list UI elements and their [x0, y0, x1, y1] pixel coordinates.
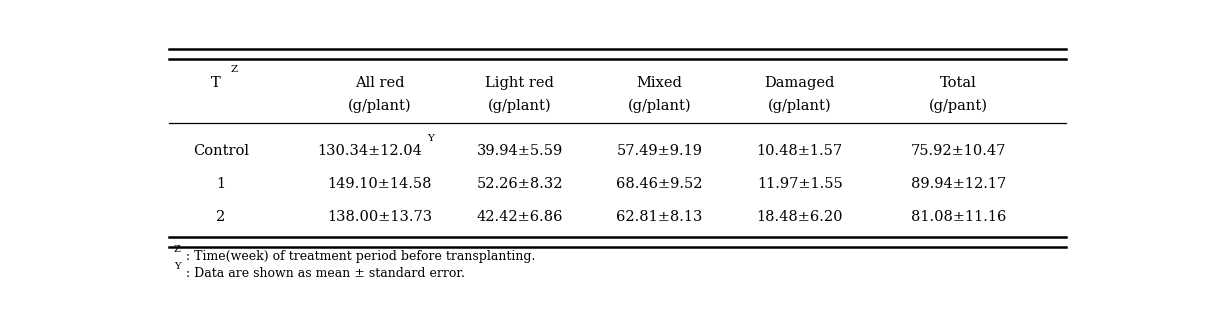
Text: Damaged: Damaged — [764, 76, 835, 90]
Text: Z: Z — [174, 245, 181, 254]
Text: (g/plant): (g/plant) — [768, 99, 831, 113]
Text: 52.26±8.32: 52.26±8.32 — [476, 177, 563, 191]
Text: Total: Total — [940, 76, 977, 90]
Text: Light red: Light red — [486, 76, 554, 90]
Text: 57.49±9.19: 57.49±9.19 — [617, 143, 703, 157]
Text: 89.94±12.17: 89.94±12.17 — [911, 177, 1006, 191]
Text: 18.48±6.20: 18.48±6.20 — [757, 210, 844, 224]
Text: 138.00±13.73: 138.00±13.73 — [327, 210, 431, 224]
Text: 2: 2 — [216, 210, 225, 224]
Text: 75.92±10.47: 75.92±10.47 — [911, 143, 1006, 157]
Text: T: T — [211, 76, 221, 90]
Text: 11.97±1.55: 11.97±1.55 — [757, 177, 842, 191]
Text: 39.94±5.59: 39.94±5.59 — [476, 143, 563, 157]
Text: All red: All red — [354, 76, 404, 90]
Text: 10.48±1.57: 10.48±1.57 — [757, 143, 842, 157]
Text: 42.42±6.86: 42.42±6.86 — [476, 210, 563, 224]
Text: Y: Y — [174, 262, 181, 271]
Text: 62.81±8.13: 62.81±8.13 — [617, 210, 703, 224]
Text: 68.46±9.52: 68.46±9.52 — [616, 177, 703, 191]
Text: 1: 1 — [216, 177, 225, 191]
Text: 81.08±11.16: 81.08±11.16 — [911, 210, 1006, 224]
Text: (g/plant): (g/plant) — [628, 99, 692, 113]
Text: Control: Control — [193, 143, 248, 157]
Text: (g/plant): (g/plant) — [347, 99, 411, 113]
Text: : Time(week) of treatment period before transplanting.: : Time(week) of treatment period before … — [186, 250, 535, 263]
Text: (g/pant): (g/pant) — [929, 99, 988, 113]
Text: 130.34±12.04: 130.34±12.04 — [318, 143, 423, 157]
Text: Y: Y — [428, 134, 434, 143]
Text: (g/plant): (g/plant) — [488, 99, 552, 113]
Text: 149.10±14.58: 149.10±14.58 — [328, 177, 431, 191]
Text: : Data are shown as mean ± standard error.: : Data are shown as mean ± standard erro… — [186, 267, 465, 280]
Text: Mixed: Mixed — [636, 76, 682, 90]
Text: Z: Z — [230, 65, 237, 74]
